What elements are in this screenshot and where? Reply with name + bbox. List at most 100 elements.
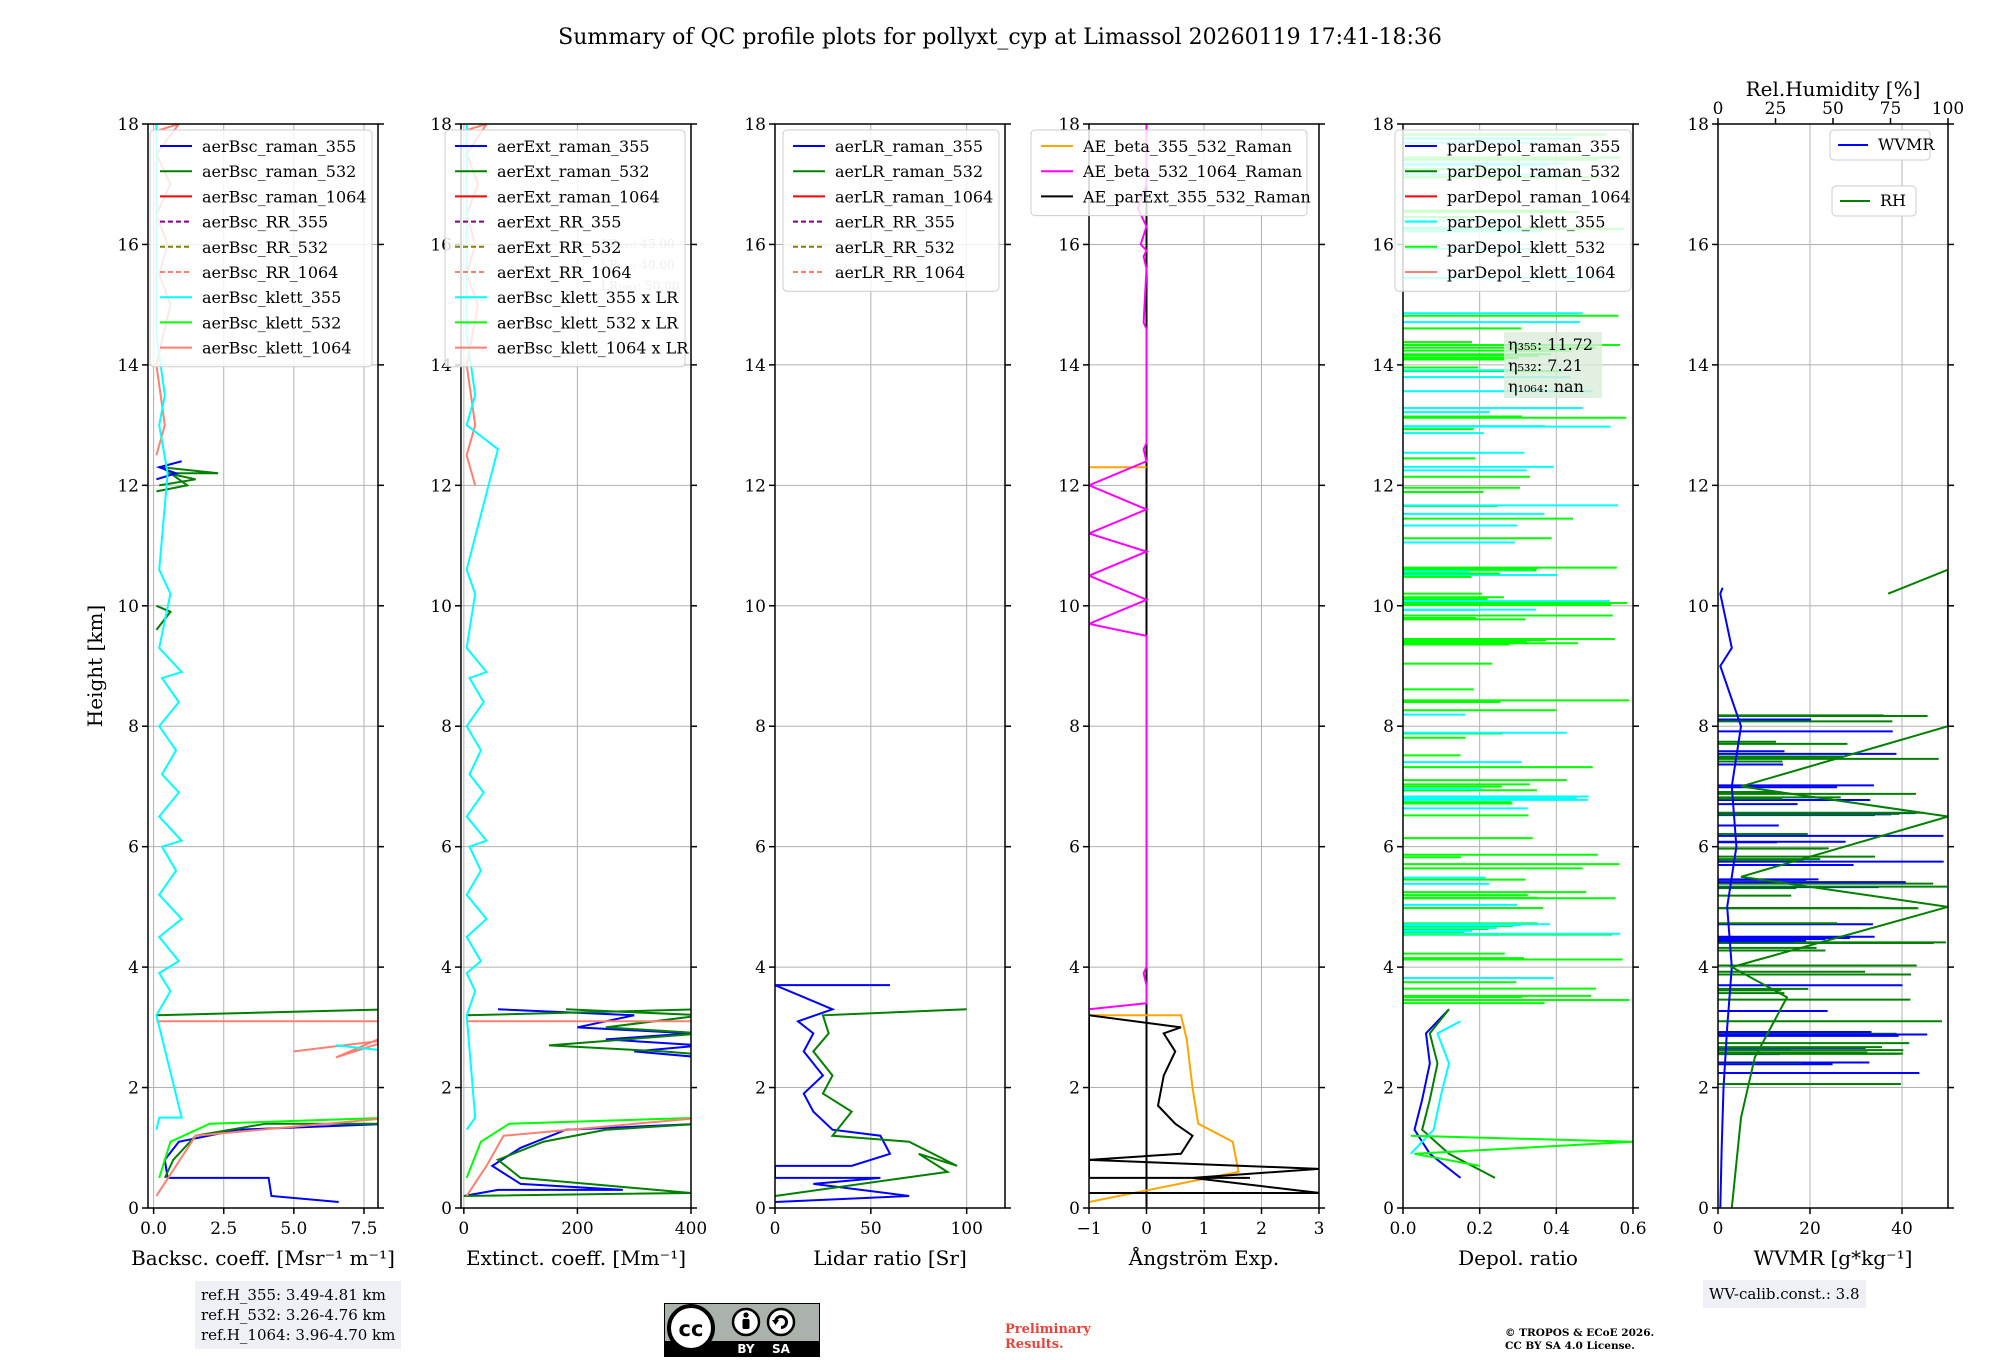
legend-label: parDepol_raman_532 bbox=[1447, 162, 1620, 181]
ref-height-1064: ref.H_1064: 3.96-4.70 km bbox=[201, 1326, 396, 1344]
series-line-aerBsc-klett-532-x-LR bbox=[465, 1117, 691, 1179]
series-line-aerExt-raman-355 bbox=[463, 1123, 691, 1197]
wv-calib-text: WV-calib.const.: 3.8 bbox=[1709, 1285, 1860, 1303]
series-line-aerBsc-klett-355-x-LR bbox=[465, 124, 500, 1131]
legend-label: aerExt_RR_1064 bbox=[497, 263, 632, 282]
y-tick-label: 4 bbox=[128, 958, 139, 978]
figure-title: Summary of QC profile plots for pollyxt_… bbox=[558, 25, 1442, 50]
legend-label: aerBsc_klett_532 bbox=[202, 313, 341, 332]
x-axis-label: Backsc. coeff. [Msr⁻¹ m⁻¹] bbox=[131, 1246, 395, 1270]
legend-label: aerBsc_RR_532 bbox=[202, 238, 328, 257]
legend-label: AE_beta_532_1064_Raman bbox=[1082, 162, 1302, 181]
y-tick-label: 8 bbox=[441, 717, 452, 737]
annotation-box bbox=[1504, 332, 1602, 398]
x-axis-label: WVMR [g*kg⁻¹] bbox=[1754, 1246, 1913, 1270]
legend: parDepol_raman_355 parDepol_raman_532 parD… bbox=[1394, 129, 1632, 292]
legend-label: aerExt_raman_532 bbox=[497, 162, 650, 181]
extra-line bbox=[156, 1008, 378, 1017]
by-icon bbox=[731, 1307, 761, 1337]
x-tick-label: 5.0 bbox=[280, 1219, 307, 1239]
grid bbox=[1717, 123, 1948, 1209]
legend-label: aerBsc_klett_1064 bbox=[202, 339, 351, 358]
legend-label: AE_parExt_355_532_Raman bbox=[1082, 187, 1311, 206]
series-line-parDepol-klett-532 bbox=[1410, 1134, 1633, 1167]
sa-icon bbox=[766, 1307, 796, 1337]
y-tick-label: 12 bbox=[117, 476, 139, 496]
y-tick-label: 4 bbox=[441, 958, 452, 978]
y-tick-label: 10 bbox=[117, 597, 139, 617]
y-tick-label: 6 bbox=[1383, 838, 1394, 858]
y-tick-label: 8 bbox=[755, 717, 766, 737]
plot-area bbox=[1718, 568, 1948, 1208]
annotation-text: η₁₀₆₄: nan bbox=[1508, 377, 1584, 396]
extra-line bbox=[548, 1008, 691, 1055]
x-tick-label: 0 bbox=[1141, 1219, 1152, 1239]
sa-label: SA bbox=[772, 1342, 791, 1356]
series-line-AE-beta-532-1064-Raman bbox=[1089, 124, 1150, 1011]
legend: aerLR_raman_355 aerLR_raman_532 aerLR_rama… bbox=[782, 129, 1000, 292]
legend: aerBsc_raman_355 aerBsc_raman_532 aerBsc_r… bbox=[149, 129, 373, 368]
x-tick-label: 0.2 bbox=[1466, 1219, 1493, 1239]
extra-line bbox=[466, 1008, 691, 1017]
extra-line bbox=[155, 460, 182, 481]
wv-calib-box: WV-calib.const.: 3.8 bbox=[1703, 1280, 1866, 1308]
y-tick-label: 14 bbox=[1687, 356, 1709, 376]
y-tick-label: 12 bbox=[1372, 476, 1394, 496]
legend-label: aerBsc_klett_532 x LR bbox=[497, 313, 679, 332]
x-axis-label: Extinct. coeff. [Mm⁻¹] bbox=[466, 1246, 686, 1270]
series-line-parDepol-klett-355 bbox=[1409, 1020, 1461, 1155]
y-axis-label: Height [km] bbox=[83, 605, 107, 727]
legend-label: aerExt_RR_355 bbox=[497, 213, 621, 232]
y-tick-label: 12 bbox=[744, 476, 766, 496]
y-tick-label: 6 bbox=[1069, 838, 1080, 858]
y-tick-label: 16 bbox=[117, 235, 139, 255]
legend-label: aerBsc_klett_355 x LR bbox=[497, 288, 679, 307]
legend-label: aerBsc_RR_1064 bbox=[202, 263, 338, 282]
x-tick-label: 0 bbox=[1713, 1219, 1724, 1239]
annotations: η₃₅₅: 11.72 η₅₃₂: 7.21 η₁₀₆₄: nan bbox=[1504, 332, 1602, 398]
y-tick-label: 18 bbox=[744, 115, 766, 135]
y-tick-label: 8 bbox=[1069, 717, 1080, 737]
x-tick-label: 50 bbox=[860, 1219, 882, 1239]
y-tick-label: 4 bbox=[1698, 958, 1709, 978]
top-x-tick-label: 50 bbox=[1822, 99, 1844, 119]
legend-label: RH bbox=[1880, 191, 1906, 210]
y-tick-label: 2 bbox=[128, 1079, 139, 1099]
x-axis-label: Ångström Exp. bbox=[1128, 1245, 1279, 1270]
plot-area bbox=[1403, 133, 1633, 1179]
y-tick-label: 18 bbox=[1687, 115, 1709, 135]
y-tick-label: 18 bbox=[430, 115, 452, 135]
cc-label: cc bbox=[679, 1317, 704, 1341]
series-line-aerBsc-klett-1064-x-LR bbox=[465, 1117, 691, 1197]
legend-label: aerBsc_klett_355 bbox=[202, 288, 341, 307]
x-tick-label: 2 bbox=[1256, 1219, 1267, 1239]
y-tick-label: 14 bbox=[1372, 356, 1394, 376]
y-tick-label: 0 bbox=[128, 1199, 139, 1219]
y-tick-label: 4 bbox=[1069, 958, 1080, 978]
preliminary-note: Preliminary Results. bbox=[1005, 1322, 1091, 1352]
series-line-parDepol-raman-532 bbox=[1421, 1008, 1496, 1179]
panel-bsc: 0 2 4 6 8 10 12 14 16 18 0.0 2.5 5.0 7.5 Backsc. coeff… bbox=[83, 115, 395, 1270]
annotation-text: η₅₃₂: 7.21 bbox=[1508, 356, 1583, 375]
x-tick-label: 20 bbox=[1799, 1219, 1821, 1239]
series-line-aerBsc-klett-532 bbox=[158, 1117, 378, 1179]
grid bbox=[1088, 123, 1320, 1209]
series-line-aerBsc-raman-532 bbox=[163, 1122, 378, 1179]
y-tick-label: 0 bbox=[1069, 1199, 1080, 1219]
ref-heights-box: ref.H_355: 3.49-4.81 km ref.H_532: 3.26-… bbox=[195, 1281, 402, 1349]
legend-label: aerBsc_RR_355 bbox=[202, 213, 328, 232]
y-tick-label: 16 bbox=[744, 235, 766, 255]
legend-label: aerLR_RR_1064 bbox=[835, 263, 965, 282]
legend-label: aerLR_raman_355 bbox=[835, 137, 983, 156]
series-line-AE-parExt-355-532-Raman bbox=[1089, 1014, 1319, 1194]
preliminary-line-1: Preliminary bbox=[1005, 1322, 1091, 1337]
y-tick-label: 6 bbox=[441, 838, 452, 858]
legend-box bbox=[1831, 185, 1917, 217]
y-tick-label: 12 bbox=[430, 476, 452, 496]
extra-line bbox=[497, 1008, 691, 1058]
legend: WVMR RH bbox=[1829, 129, 1935, 217]
legend-label: aerLR_raman_1064 bbox=[835, 187, 993, 206]
y-tick-label: 6 bbox=[755, 838, 766, 858]
plot-area bbox=[1089, 124, 1319, 1208]
